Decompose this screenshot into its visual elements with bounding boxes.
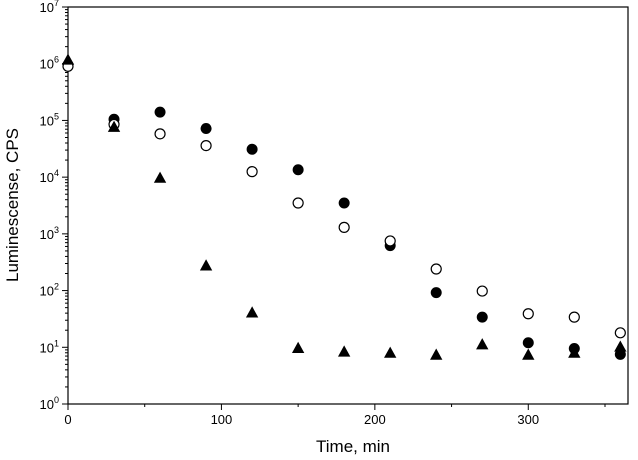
filled-circle-point xyxy=(292,164,304,176)
y-tick-label: 101 xyxy=(40,338,59,355)
triangle-point xyxy=(384,346,397,358)
y-tick-label: 102 xyxy=(40,282,59,299)
filled-circle-point xyxy=(154,106,166,118)
triangle-point xyxy=(61,53,75,65)
open-circle-point xyxy=(568,311,580,323)
open-circle-point xyxy=(430,263,442,275)
x-tick-label: 100 xyxy=(211,412,233,427)
open-circle-point xyxy=(614,327,626,339)
triangle-point xyxy=(245,306,259,318)
y-tick-label: 107 xyxy=(40,0,59,15)
filled-circle-point xyxy=(476,311,488,323)
triangle-point xyxy=(522,348,535,360)
open-circle-point xyxy=(246,166,258,178)
open-circle-point xyxy=(154,128,166,140)
open-circle-point xyxy=(522,308,534,320)
y-tick-label: 103 xyxy=(40,225,59,242)
filled-circle-point xyxy=(200,123,212,135)
filled-circle-point xyxy=(430,287,442,299)
plot-frame xyxy=(67,6,629,405)
open-circle-point xyxy=(338,221,350,233)
triangle-point xyxy=(568,346,581,358)
triangle-point xyxy=(337,345,351,357)
y-tick-label: 106 xyxy=(40,55,59,72)
x-tick-label: 300 xyxy=(517,412,539,427)
triangle-point xyxy=(291,341,305,353)
x-tick-label: 200 xyxy=(364,412,386,427)
open-circle-point xyxy=(200,139,212,152)
x-tick-label: 0 xyxy=(64,412,71,427)
x-axis-title: Time, min xyxy=(316,437,390,456)
ticks: 0 100 200 300 100 101 102 103 104 105 106 107 xyxy=(40,0,606,427)
filled-circle-point xyxy=(338,197,350,209)
axes xyxy=(67,6,629,405)
triangle-point xyxy=(107,120,121,132)
triangle-point xyxy=(153,171,167,183)
y-axis-title: Luminescense, CPS xyxy=(3,128,22,282)
open-circle-point xyxy=(384,235,396,247)
triangle-point xyxy=(614,340,627,352)
open-circle-point xyxy=(476,285,488,297)
filled-circle-point xyxy=(246,143,258,155)
y-tick-label: 100 xyxy=(40,395,59,412)
open-circle-point xyxy=(292,197,304,209)
filled-circle-point xyxy=(522,337,534,349)
triangle-point xyxy=(430,348,443,360)
y-tick-label: 105 xyxy=(40,111,59,128)
y-tick-label: 104 xyxy=(40,168,59,185)
triangle-point xyxy=(199,259,213,271)
data-points xyxy=(61,53,627,360)
triangle-point xyxy=(476,338,489,350)
